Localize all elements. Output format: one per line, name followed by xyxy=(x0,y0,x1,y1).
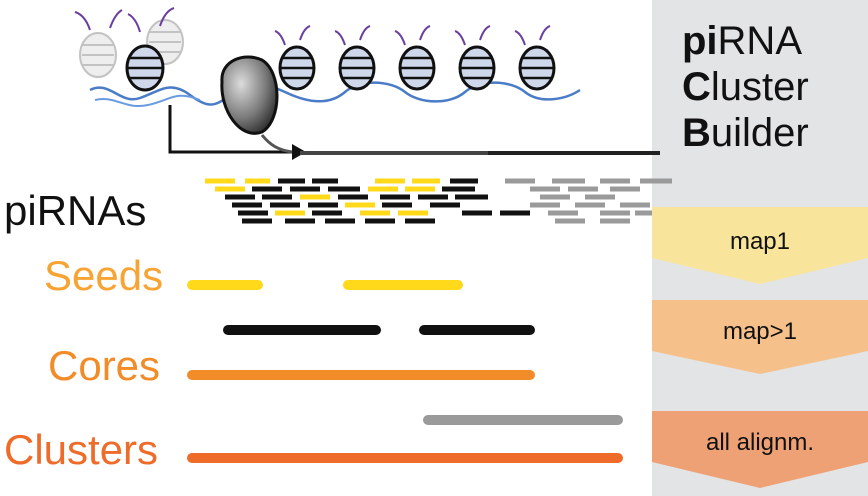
rna-tail xyxy=(260,134,293,154)
tss-arrowhead xyxy=(292,144,306,160)
dna-strand-2 xyxy=(94,94,201,108)
step-chevron-all xyxy=(652,411,868,488)
step-chevron-map1 xyxy=(652,207,868,284)
label-cores: Cores xyxy=(48,342,161,389)
step-all-label: all alignm. xyxy=(705,429,815,456)
polymerase xyxy=(220,55,279,135)
nucleosome-6 xyxy=(518,45,556,91)
label-seeds: Seeds xyxy=(44,252,164,299)
tss-arrow xyxy=(168,105,292,154)
title-line-3: Builder xyxy=(682,111,809,155)
nucleosome-4 xyxy=(398,45,436,91)
label-pirnas: piRNAs xyxy=(4,187,147,234)
label-clusters: Clusters xyxy=(4,426,159,473)
nucleosome-3 xyxy=(338,45,376,91)
step-chevron-mapmulti xyxy=(652,300,868,374)
tool-title: piRNA Cluster Builder xyxy=(682,18,809,156)
step-map1-label: map1 xyxy=(729,228,791,255)
title-line-1: piRNA xyxy=(682,19,802,63)
title-line-2: Cluster xyxy=(682,65,809,109)
step-mapmulti-label: map>1 xyxy=(722,318,798,345)
histone-tails xyxy=(74,7,551,46)
pirna-reads xyxy=(205,178,672,224)
nucleosome-ghost-1 xyxy=(79,32,117,78)
nucleosome-2 xyxy=(278,45,316,91)
dna-strand xyxy=(89,81,581,106)
nucleosome-1 xyxy=(125,44,165,92)
nucleosome-5 xyxy=(458,45,496,91)
